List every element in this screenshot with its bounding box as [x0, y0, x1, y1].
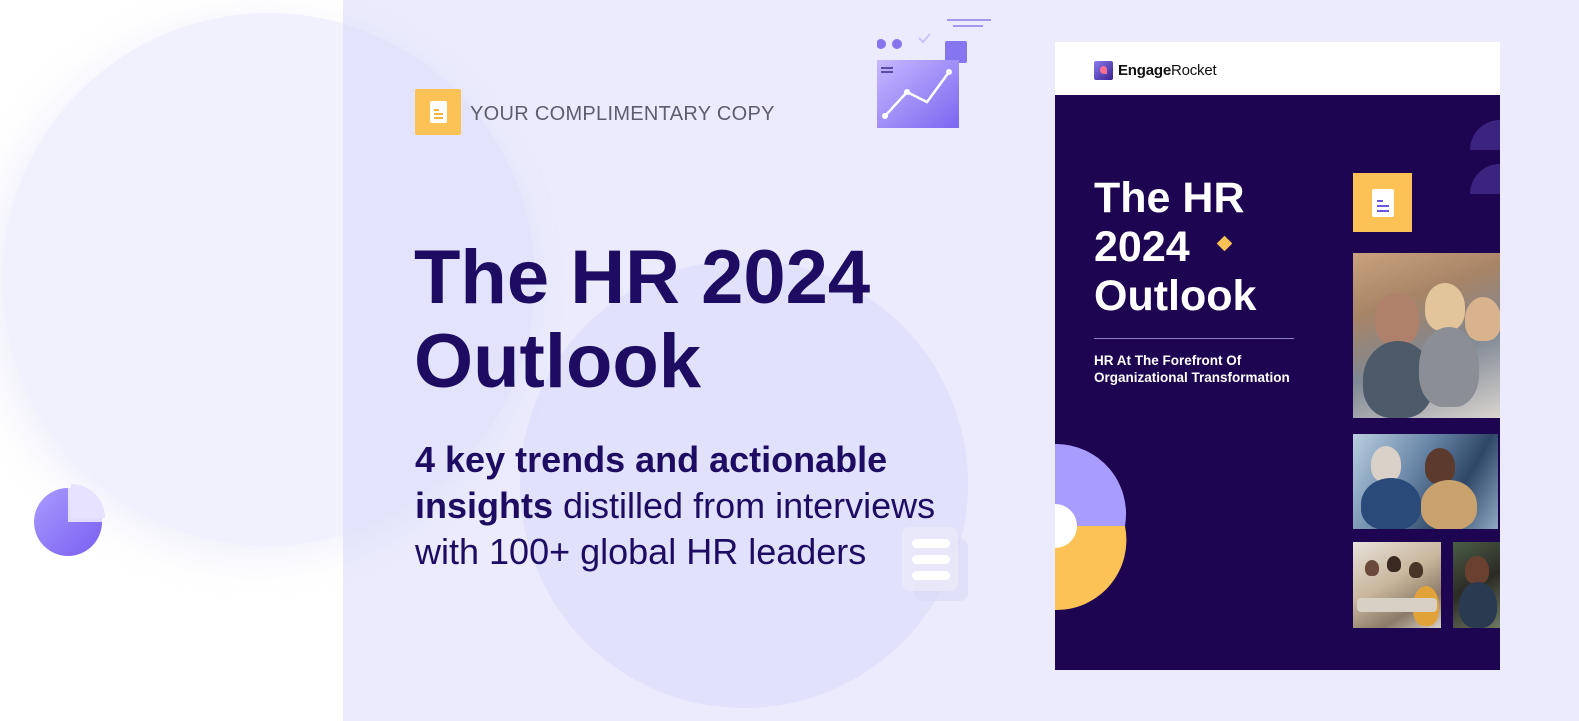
decorative-semicircle: [1055, 443, 1127, 611]
page-title: The HR 2024 Outlook: [414, 236, 870, 404]
list-icon: [902, 527, 968, 601]
cover-badge: [1353, 173, 1412, 232]
line-chart-icon: [877, 19, 991, 128]
title-line-2: Outlook: [414, 319, 702, 404]
page-subtitle: 4 key trends and actionable insights dis…: [415, 437, 975, 575]
cover-title-line-3: Outlook: [1094, 272, 1257, 320]
decorative-arc: [1470, 120, 1500, 194]
photo-team-reviewing-document: [1353, 253, 1500, 418]
cover-divider: [1094, 338, 1294, 339]
decorative-circle: [520, 260, 968, 708]
title-line-1: The HR 2024: [414, 235, 871, 320]
photo-smiling-woman: [1453, 542, 1500, 628]
cover-title: The HR 2024 Outlook: [1094, 174, 1294, 321]
brand-name-bold: Engage: [1118, 62, 1171, 79]
subtitle-rest: distilled from interviews with 100+ glob…: [415, 485, 936, 572]
document-icon: [429, 101, 447, 123]
subtitle-bold: 4 key trends and actionable insights: [415, 439, 888, 526]
cover-title-line-1: The HR: [1094, 174, 1245, 222]
complimentary-label: YOUR COMPLIMENTARY COPY: [470, 103, 775, 125]
cover-header: EngageRocket: [1055, 42, 1500, 95]
cover-subtitle: HR At The Forefront Of Organizational Tr…: [1094, 352, 1314, 386]
brand-name-rest: Rocket: [1170, 62, 1217, 79]
photo-colleagues-laptop: [1353, 434, 1498, 529]
cover-subtitle-line-2: Organizational Transformation: [1094, 370, 1290, 385]
document-icon: [1371, 188, 1394, 217]
cover-title-line-2: 2024: [1094, 223, 1190, 271]
complimentary-badge: [415, 89, 461, 135]
pie-chart-icon: [34, 484, 105, 556]
brand-name: EngageRocket: [1118, 62, 1217, 79]
photo-meeting-table: [1353, 542, 1441, 628]
engagerocket-logo-icon: [1094, 61, 1113, 80]
report-cover: EngageRocket The HR 2024 Outlook HR At T…: [1055, 42, 1500, 670]
cover-subtitle-line-1: HR At The Forefront Of: [1094, 353, 1242, 368]
